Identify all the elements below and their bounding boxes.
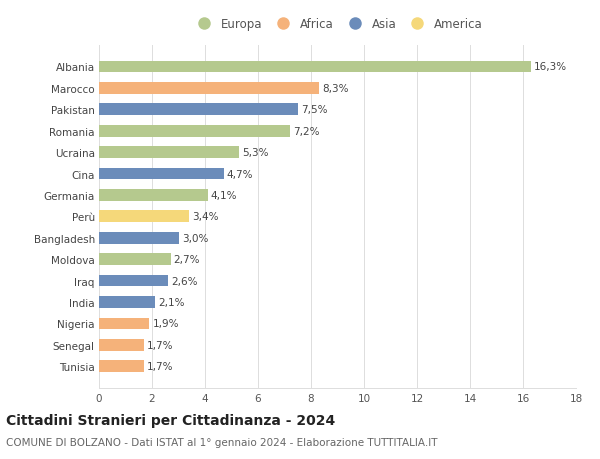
Text: COMUNE DI BOLZANO - Dati ISTAT al 1° gennaio 2024 - Elaborazione TUTTITALIA.IT: COMUNE DI BOLZANO - Dati ISTAT al 1° gen… — [6, 437, 437, 447]
Text: 1,9%: 1,9% — [152, 319, 179, 329]
Bar — [99, 62, 531, 73]
Bar — [99, 126, 290, 137]
Bar — [99, 168, 224, 180]
Text: 1,7%: 1,7% — [147, 340, 174, 350]
Bar — [99, 211, 189, 223]
Text: 4,1%: 4,1% — [211, 190, 238, 201]
Bar — [99, 361, 144, 372]
Text: 1,7%: 1,7% — [147, 361, 174, 371]
Bar — [99, 318, 149, 330]
Bar — [99, 104, 298, 116]
Bar — [99, 190, 208, 202]
Bar — [99, 339, 144, 351]
Bar — [99, 83, 319, 95]
Bar — [99, 297, 155, 308]
Text: Cittadini Stranieri per Cittadinanza - 2024: Cittadini Stranieri per Cittadinanza - 2… — [6, 414, 335, 428]
Text: 7,5%: 7,5% — [301, 105, 328, 115]
Text: 2,6%: 2,6% — [171, 276, 197, 286]
Text: 7,2%: 7,2% — [293, 126, 319, 136]
Text: 5,3%: 5,3% — [242, 148, 269, 158]
Text: 8,3%: 8,3% — [322, 84, 349, 94]
Text: 3,0%: 3,0% — [182, 233, 208, 243]
Text: 2,1%: 2,1% — [158, 297, 184, 308]
Bar — [99, 147, 239, 159]
Text: 3,4%: 3,4% — [192, 212, 219, 222]
Bar — [99, 232, 179, 244]
Bar — [99, 275, 168, 287]
Text: 16,3%: 16,3% — [534, 62, 567, 73]
Text: 4,7%: 4,7% — [227, 169, 253, 179]
Text: 2,7%: 2,7% — [174, 255, 200, 264]
Bar — [99, 254, 170, 265]
Legend: Europa, Africa, Asia, America: Europa, Africa, Asia, America — [192, 17, 483, 31]
